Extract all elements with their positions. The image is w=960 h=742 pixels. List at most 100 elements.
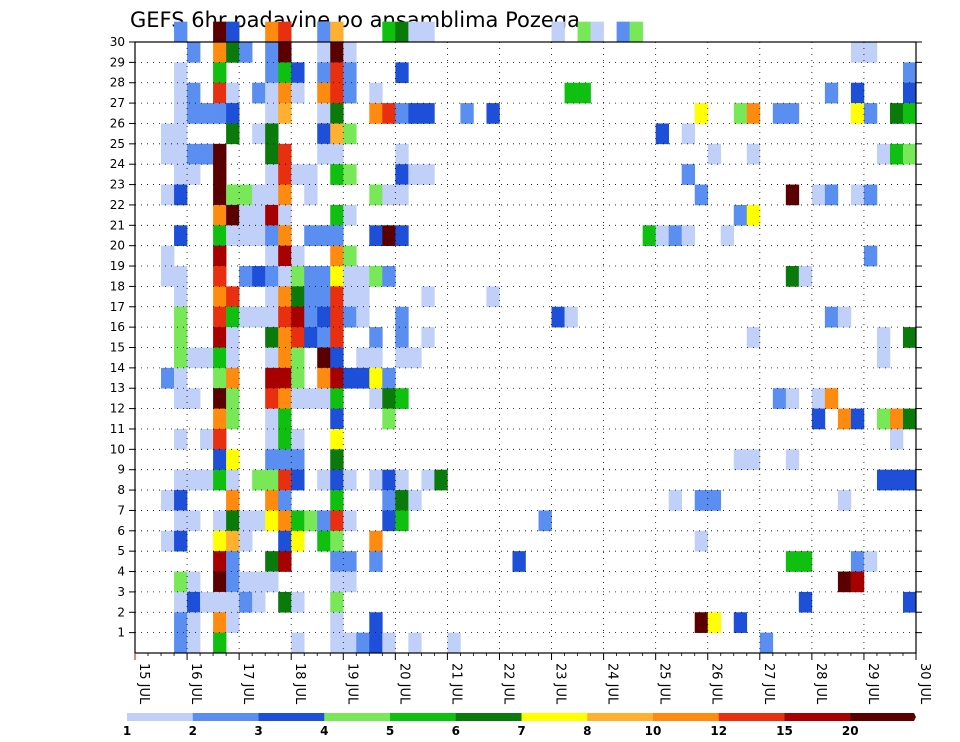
heatmap-cell xyxy=(278,184,292,206)
heatmap-cell xyxy=(330,510,344,532)
heatmap-cell xyxy=(291,306,305,328)
heatmap-cell xyxy=(382,225,396,246)
heatmap-cell xyxy=(291,591,305,613)
heatmap-cell xyxy=(343,164,357,185)
y-tick-label: 30 xyxy=(110,35,125,49)
heatmap-cell xyxy=(291,62,305,84)
y-tick-label: 19 xyxy=(110,259,125,273)
heatmap-cell xyxy=(382,510,396,532)
heatmap-cell xyxy=(265,204,279,226)
heatmap-cell xyxy=(174,143,188,165)
heatmap-cell xyxy=(174,530,188,552)
heatmap-cell xyxy=(668,225,682,246)
heatmap-cell xyxy=(837,408,852,430)
heatmap-cell xyxy=(785,266,800,287)
heatmap-cell xyxy=(161,123,175,145)
heatmap-cell xyxy=(616,21,630,43)
heatmap-cell xyxy=(395,490,409,511)
colorbar-swatch xyxy=(784,713,851,721)
heatmap-cell xyxy=(369,632,383,654)
heatmap-cell xyxy=(213,428,227,450)
heatmap-cell xyxy=(707,490,722,511)
heatmap-cell xyxy=(811,388,826,409)
heatmap-cell xyxy=(395,469,409,491)
heatmap-cell xyxy=(265,184,279,206)
heatmap-cell xyxy=(226,510,240,532)
heatmap-cell xyxy=(213,367,227,389)
colorbar-label: 2 xyxy=(189,724,197,738)
heatmap-cell xyxy=(291,82,305,104)
colorbar-swatch xyxy=(324,713,391,721)
heatmap-cell xyxy=(213,551,227,572)
heatmap-cell xyxy=(785,388,800,409)
heatmap-cell xyxy=(213,164,227,185)
heatmap-cell xyxy=(252,571,266,593)
heatmap-cell xyxy=(395,347,409,369)
heatmap-cell xyxy=(330,103,344,124)
heatmap-cell xyxy=(278,388,292,409)
heatmap-cell xyxy=(304,266,318,287)
heatmap-cell xyxy=(265,327,279,348)
heatmap-cell xyxy=(382,21,396,43)
heatmap-cell xyxy=(278,408,292,430)
heatmap-cell xyxy=(226,571,240,593)
heatmap-cell xyxy=(395,21,409,43)
heatmap-cell xyxy=(889,103,904,124)
heatmap-cell xyxy=(369,225,383,246)
heatmap-cell xyxy=(902,408,917,430)
heatmap-cell xyxy=(330,327,344,348)
heatmap-cell xyxy=(681,225,696,246)
heatmap-cell xyxy=(330,388,344,409)
heatmap-cell xyxy=(265,428,279,450)
heatmap-cell xyxy=(330,428,344,450)
heatmap-cell xyxy=(395,225,409,246)
heatmap-cell xyxy=(291,327,305,348)
heatmap-cell xyxy=(343,286,357,308)
heatmap-cell xyxy=(226,367,240,389)
heatmap-cell xyxy=(213,388,227,409)
heatmap-cell xyxy=(330,266,344,287)
x-tick-label: 24 JUL xyxy=(605,663,620,705)
x-tick-label: 29 JUL xyxy=(865,663,880,705)
heatmap-cell xyxy=(343,571,357,593)
x-tick-label: 16 JUL xyxy=(188,663,203,705)
heatmap-cell xyxy=(161,184,175,206)
heatmap-cell xyxy=(395,510,409,532)
heatmap-cell xyxy=(265,408,279,430)
heatmap-cell xyxy=(174,103,188,124)
heatmap-cell xyxy=(226,123,240,145)
colorbar-swatch xyxy=(850,713,916,721)
heatmap-cell xyxy=(837,571,852,593)
heatmap-cell xyxy=(330,204,344,226)
heatmap-cell xyxy=(187,143,201,165)
heatmap-cell xyxy=(590,21,604,43)
heatmap-cell xyxy=(746,103,761,124)
heatmap-cell xyxy=(330,591,344,613)
heatmap-cell xyxy=(746,449,761,470)
heatmap-cell xyxy=(850,551,865,572)
heatmap-cell xyxy=(174,490,188,511)
heatmap-cell xyxy=(278,62,292,84)
heatmap-cell xyxy=(395,62,409,84)
heatmap-cell xyxy=(213,21,227,43)
heatmap-cell xyxy=(174,327,188,348)
y-tick-label: 10 xyxy=(110,442,125,456)
heatmap-cell xyxy=(213,184,227,206)
heatmap-cell xyxy=(824,388,839,409)
heatmap-cell xyxy=(278,551,292,572)
heatmap-cell xyxy=(200,347,214,369)
heatmap-cell xyxy=(395,143,409,165)
heatmap-cell xyxy=(811,184,826,206)
x-axis: 15 JUL 16 JUL 17 JUL 18 JUL 19 JUL 20 JUL 21 J… xyxy=(134,653,932,705)
y-tick-label: 28 xyxy=(110,76,125,90)
heatmap-cell xyxy=(707,143,722,165)
heatmap-cell xyxy=(902,469,917,491)
y-tick-label: 25 xyxy=(110,137,125,151)
heatmap-cell xyxy=(317,143,331,165)
heatmap-cell xyxy=(681,123,696,145)
heatmap-cell xyxy=(161,245,175,267)
heatmap-cell xyxy=(395,184,409,206)
heatmap-cell xyxy=(304,510,318,532)
heatmap-cell xyxy=(434,469,448,491)
heatmap-cell xyxy=(902,143,917,165)
